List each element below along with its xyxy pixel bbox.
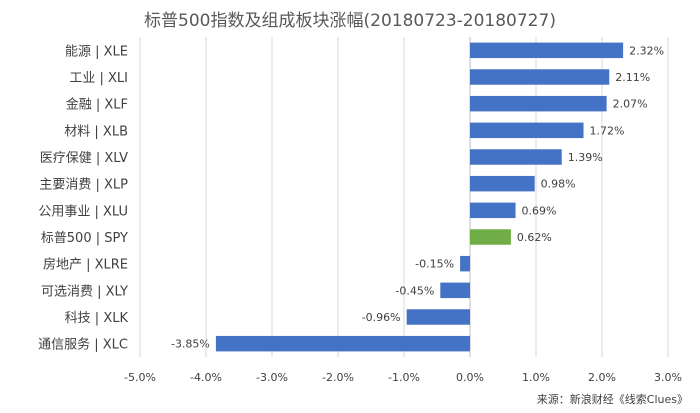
bar — [470, 69, 610, 85]
data-label: -0.96% — [362, 311, 401, 324]
data-label: 1.72% — [590, 124, 625, 137]
bar — [440, 282, 470, 299]
category-label: 金融 | XLF — [66, 97, 128, 113]
bar — [470, 202, 516, 219]
x-tick-labels: -5.0% -4.0% -3.0% -2.0% -1.0% 0.0% 1.0% 2.0% 3.0… — [124, 371, 682, 384]
category-label: 公用事业 | XLU — [38, 204, 128, 219]
category-label: 通信服务 | XLC — [38, 337, 128, 353]
data-label: 0.98% — [541, 178, 576, 191]
bar — [470, 229, 511, 245]
x-tick-label: 1.0% — [522, 371, 550, 384]
source-note: 来源：新浪财经《线索Clues》 — [537, 392, 688, 406]
data-label: -0.15% — [415, 258, 454, 271]
data-label: 1.39% — [568, 151, 603, 164]
gridlines — [139, 37, 669, 357]
data-label: -0.45% — [395, 284, 434, 297]
bar — [470, 122, 584, 139]
x-tick-label: 3.0% — [654, 371, 682, 384]
category-label: 房地产 | XLRE — [43, 257, 128, 273]
data-label: 2.11% — [615, 71, 650, 84]
x-tick-label: -1.0% — [388, 371, 420, 384]
category-label: 医疗保健 | XLV — [40, 151, 128, 166]
category-label: 工业 | XLI — [69, 71, 128, 86]
x-tick-label: -3.0% — [256, 371, 288, 384]
category-label: 可选消费 | XLY — [41, 284, 128, 299]
bar — [406, 309, 470, 325]
bar — [470, 95, 607, 112]
x-tick-label: 2.0% — [588, 371, 616, 384]
category-label: 标普500 | SPY — [41, 231, 128, 246]
data-label: 2.07% — [613, 98, 648, 111]
chart-title: 标普500指数及组成板块涨幅(20180723-20180727) — [144, 11, 556, 31]
bar — [470, 149, 562, 165]
bar — [470, 42, 624, 59]
category-label: 材料 | XLB — [64, 124, 128, 139]
x-tick-label: -5.0% — [124, 371, 156, 384]
x-tick-label: -4.0% — [190, 371, 222, 384]
data-labels: 2.32% 2.11% 2.07% 1.72% 1.39% 0.98% 0.69% 0.62%… — [171, 44, 664, 350]
category-label: 能源 | XLE — [65, 44, 128, 59]
data-label: 0.69% — [522, 204, 557, 217]
x-tick-label: 0.0% — [456, 371, 484, 384]
data-label: 0.62% — [517, 231, 552, 244]
bar — [470, 175, 535, 192]
bars — [215, 42, 624, 352]
x-tick-label: -2.0% — [322, 371, 354, 384]
category-label: 科技 | XLK — [65, 311, 129, 326]
data-label: 2.32% — [629, 44, 664, 57]
category-label: 主要消费 | XLP — [39, 178, 128, 193]
bar — [215, 335, 470, 352]
data-label: -3.85% — [171, 338, 210, 351]
category-labels: 能源 | XLE 工业 | XLI 金融 | XLF 材料 | XLB 医疗保健 | X… — [38, 44, 128, 352]
bar — [460, 255, 470, 272]
